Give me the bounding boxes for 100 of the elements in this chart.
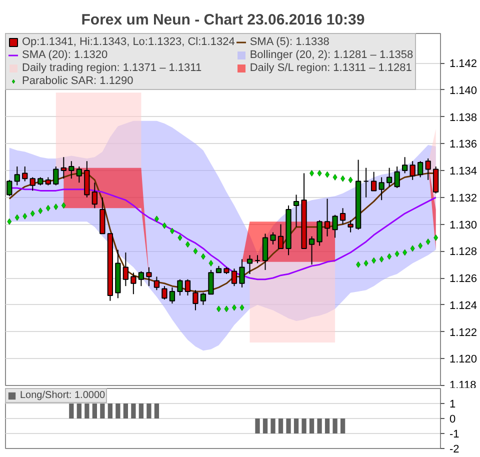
candlestick (394, 166, 400, 189)
candlestick (92, 182, 98, 209)
point (170, 228, 174, 234)
candlestick (324, 198, 330, 237)
candlestick (332, 214, 338, 238)
y-tick-label: 1.122 (450, 326, 478, 339)
point (224, 306, 229, 312)
candlestick (340, 208, 346, 225)
point (317, 170, 322, 176)
point (426, 238, 430, 245)
legend-label: Long/Short: 1.0000 (20, 390, 106, 401)
candlestick (208, 269, 214, 295)
candlestick (76, 166, 82, 184)
point (54, 204, 58, 210)
point (340, 175, 346, 182)
point (372, 257, 376, 264)
point (162, 222, 167, 229)
candlestick (370, 171, 377, 192)
candlestick (278, 224, 284, 249)
y-tick-label: 1.126 (450, 273, 478, 286)
candlestick (418, 160, 424, 178)
point (200, 253, 206, 260)
candlestick (53, 166, 59, 186)
y-tick-label: 0 (450, 414, 456, 426)
y-tick-label: 1.142 (450, 58, 478, 70)
y-tick-label: 1 (450, 398, 456, 410)
candlestick (386, 167, 392, 188)
point (310, 170, 314, 176)
candlestick (169, 286, 176, 304)
point (38, 208, 43, 214)
point (22, 212, 28, 220)
point (379, 256, 384, 262)
y-tick-label: 1.136 (450, 138, 478, 151)
y-tick-label: -1 (450, 428, 460, 440)
candlestick (262, 233, 268, 270)
candlestick (162, 286, 168, 300)
candlestick (270, 232, 276, 245)
y-tick-label: 1.124 (450, 300, 478, 312)
point (154, 216, 159, 222)
candlestick (200, 292, 206, 306)
chart-title: Forex um Neun - Chart 23.06.2016 10:39 (81, 12, 365, 28)
point (325, 171, 330, 178)
point (240, 304, 244, 311)
candlestick (30, 176, 36, 192)
candlestick (410, 160, 416, 180)
candlestick (316, 220, 322, 246)
candlestick (378, 176, 384, 201)
point (14, 214, 20, 221)
candlestick (60, 156, 66, 180)
candlestick (192, 290, 198, 311)
candlestick (425, 158, 431, 180)
candlestick (122, 252, 129, 287)
point (402, 249, 408, 256)
candlestick (177, 278, 183, 296)
candlestick (308, 236, 315, 266)
legend-label: Daily S/L region: 1.1311 – 1.1281 (250, 62, 412, 74)
legend-label: Daily trading region: 1.1371 – 1.1311 (22, 62, 202, 74)
point (46, 204, 50, 212)
candlestick (184, 278, 191, 296)
candlestick (402, 156, 408, 174)
point (348, 176, 353, 184)
point (332, 174, 338, 181)
point (178, 234, 182, 241)
point (232, 304, 236, 311)
y-tick-label: 1.120 (450, 354, 478, 366)
candlestick (22, 166, 28, 182)
y-tick-label: 1.134 (450, 166, 478, 178)
candlestick (138, 270, 144, 287)
point (387, 253, 392, 260)
legend-label: Bollinger (20, 2): 1.1281 – 1.1358 (250, 49, 414, 61)
candlestick (433, 166, 439, 194)
y-tick-label: 1.128 (450, 246, 478, 258)
y-tick-label: 1.132 (450, 192, 478, 204)
candlestick (363, 167, 369, 198)
point (30, 210, 35, 217)
candlestick (293, 194, 300, 228)
point (61, 202, 66, 209)
candlestick (130, 272, 136, 295)
legend-label: SMA (5): 1.1338 (250, 36, 330, 48)
point (434, 234, 438, 241)
point (394, 250, 400, 258)
candlestick (6, 179, 12, 197)
point (356, 261, 361, 268)
point (185, 241, 190, 248)
point (216, 306, 221, 312)
candlestick (239, 258, 245, 288)
candlestick (348, 220, 354, 233)
point (364, 260, 368, 266)
candlestick (14, 166, 20, 186)
legend-label: SMA (20): 1.1320 (22, 49, 108, 61)
candlestick (231, 268, 238, 287)
y-tick-label: 1.138 (450, 112, 478, 124)
point (208, 260, 214, 266)
candlestick (68, 160, 74, 180)
point (418, 242, 423, 250)
legend-label: Parabolic SAR: 1.1290 (22, 75, 134, 87)
y-tick-label: 1.140 (450, 84, 478, 97)
candlestick (146, 266, 152, 287)
y-tick-label: 1.130 (450, 219, 478, 232)
point (7, 218, 12, 225)
